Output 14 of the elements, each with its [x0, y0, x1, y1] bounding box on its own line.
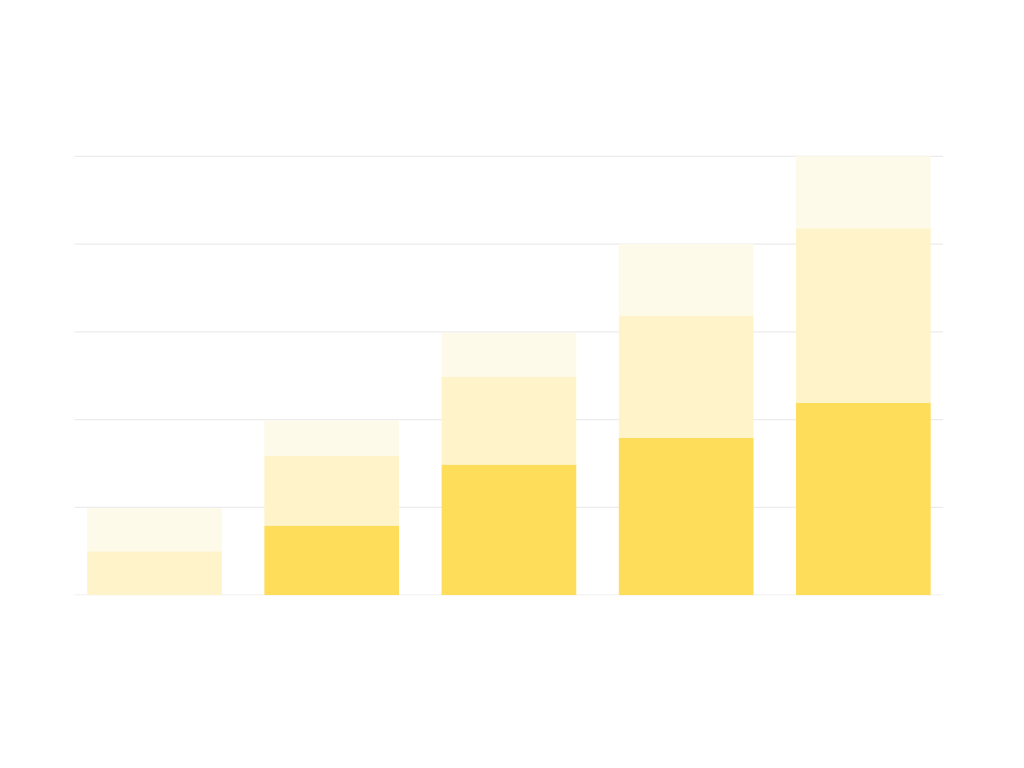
bar [796, 228, 931, 403]
bar [618, 437, 754, 596]
bar [796, 156, 931, 229]
bar [618, 244, 754, 317]
bar [87, 508, 222, 552]
bar [441, 464, 577, 596]
bar [441, 332, 577, 377]
bar [264, 455, 400, 526]
bar [618, 316, 754, 438]
bar [441, 376, 577, 465]
bar [264, 420, 400, 456]
bar [264, 525, 400, 596]
bar [796, 402, 931, 596]
bar [87, 551, 222, 596]
